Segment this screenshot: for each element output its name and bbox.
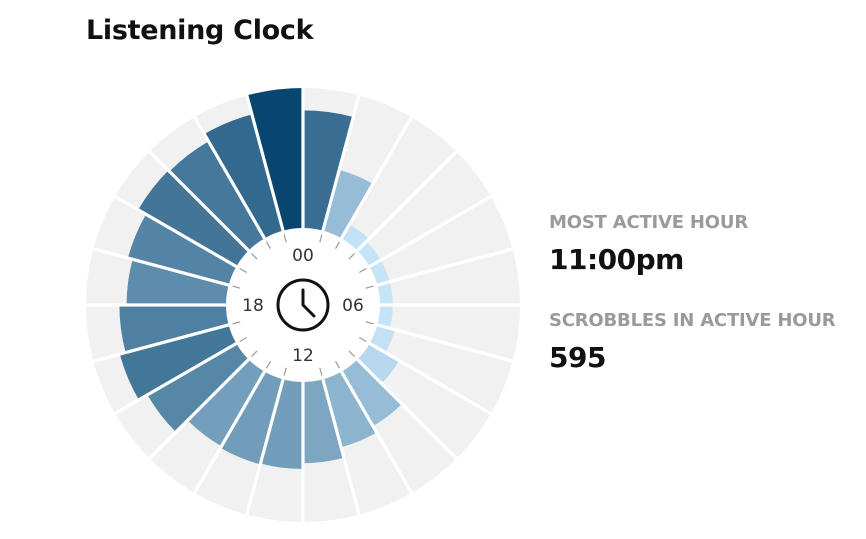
hour-track — [369, 196, 513, 286]
tick-mark — [365, 285, 374, 289]
hour-bar — [369, 260, 390, 286]
hour-label: 12 — [292, 346, 314, 366]
chart-ticks — [232, 234, 374, 376]
hour-bar — [119, 324, 237, 400]
hour-bar — [220, 371, 284, 465]
hour-track — [341, 117, 457, 251]
tick-mark — [334, 241, 341, 250]
hour-track — [369, 324, 513, 414]
hour-divider — [376, 247, 514, 287]
hour-label: 18 — [242, 296, 264, 316]
hour-divider — [192, 370, 266, 495]
hour-divider — [368, 194, 493, 268]
hour-bar — [303, 379, 344, 464]
hour-divider — [92, 323, 230, 363]
tick-mark — [250, 252, 258, 260]
stats-panel: MOST ACTIVE HOUR 11:00pm SCROBBLES IN AC… — [549, 212, 836, 374]
hour-label: 00 — [292, 246, 314, 266]
hour-bar — [341, 359, 402, 427]
hour-divider — [113, 342, 238, 416]
hour-label: 06 — [342, 296, 364, 316]
hour-divider — [92, 247, 230, 287]
tick-mark — [319, 367, 323, 376]
scrobbles-value: 595 — [549, 341, 606, 374]
hour-bar — [204, 114, 284, 239]
most-active-hour-stat: MOST ACTIVE HOUR 11:00pm — [549, 212, 835, 276]
page-title: Listening Clock — [86, 15, 314, 46]
hour-divider — [368, 342, 493, 416]
hour-divider — [376, 323, 514, 363]
hour-bar — [138, 170, 249, 267]
hour-divider — [356, 149, 459, 252]
hour-bar — [260, 379, 303, 470]
tick-mark — [365, 321, 374, 325]
tick-mark — [265, 360, 272, 369]
tick-mark — [358, 267, 367, 274]
hour-bar — [357, 343, 400, 384]
scrobbles-stat: SCROBBLES IN ACTIVE HOUR 595 — [549, 310, 836, 374]
tick-mark — [348, 350, 356, 358]
tick-mark — [334, 360, 341, 369]
most-active-hour-label: MOST ACTIVE HOUR — [549, 212, 748, 233]
hour-bar — [127, 214, 237, 286]
hour-divider — [245, 94, 285, 232]
tick-mark — [265, 241, 272, 250]
hour-bar — [126, 259, 229, 305]
hour-bar — [377, 281, 393, 305]
hour-divider — [113, 194, 238, 268]
clock-icon — [276, 278, 330, 332]
hour-divider — [321, 378, 361, 516]
hour-divider — [147, 149, 250, 252]
tick-mark — [232, 321, 241, 325]
tick-mark — [250, 350, 258, 358]
hour-bar — [357, 241, 381, 267]
hour-bar — [187, 359, 265, 447]
hour-bar — [303, 110, 354, 231]
scrobbles-label: SCROBBLES IN ACTIVE HOUR — [549, 310, 836, 331]
hour-bar — [246, 88, 303, 231]
hour-divider — [245, 378, 285, 516]
hour-divider — [192, 115, 266, 240]
tick-mark — [239, 336, 248, 343]
tick-mark — [232, 285, 241, 289]
hour-bar — [119, 305, 229, 353]
hour-divider — [340, 115, 414, 240]
hour-divider — [356, 358, 459, 461]
hour-divider — [147, 358, 250, 461]
tick-mark — [283, 367, 287, 376]
tick-mark — [239, 267, 248, 274]
hour-labels: 00 06 12 18 — [242, 246, 364, 366]
hour-track — [377, 248, 520, 305]
chart-bars — [119, 88, 402, 470]
most-active-hour-value: 11:00pm — [549, 243, 684, 276]
hour-bar — [377, 305, 393, 329]
hour-divider — [321, 94, 361, 232]
tick-mark — [319, 234, 323, 243]
tick-mark — [358, 336, 367, 343]
hour-track — [357, 151, 491, 267]
hour-divider — [340, 370, 414, 495]
hour-track — [377, 305, 520, 362]
tick-mark — [283, 234, 287, 243]
tick-mark — [348, 252, 356, 260]
hour-bar — [147, 343, 249, 433]
hour-bar — [169, 141, 265, 251]
